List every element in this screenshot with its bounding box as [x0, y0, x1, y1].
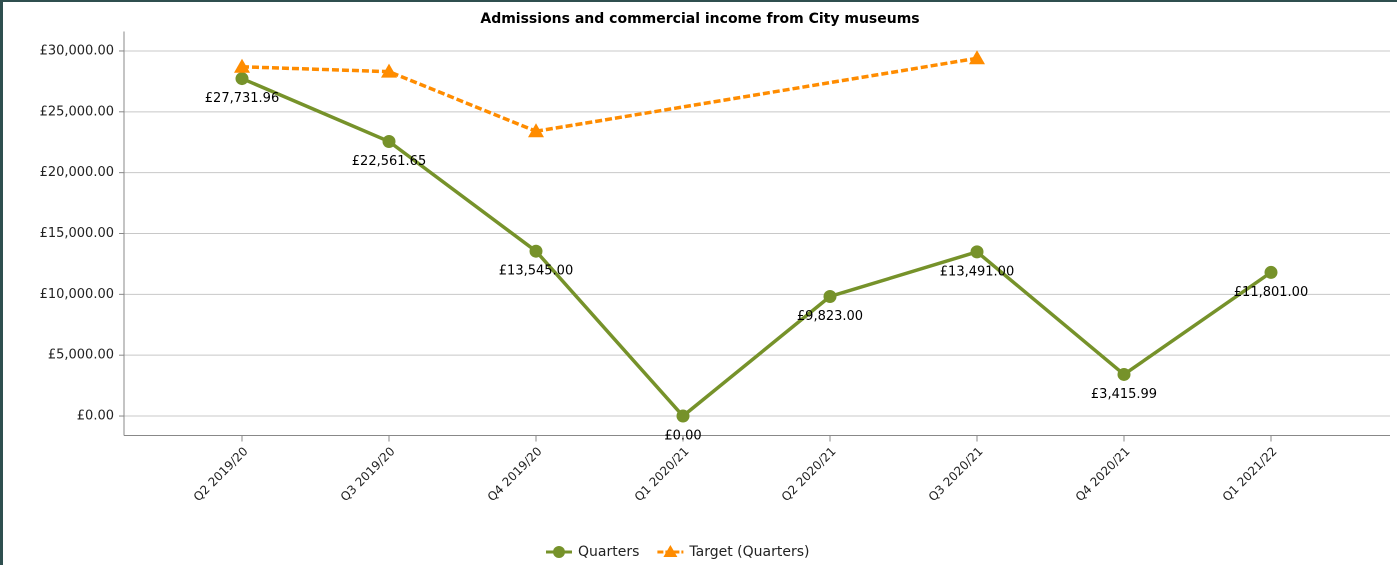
- series-bridge: [535, 56, 978, 134]
- data-label: £11,801.00: [1234, 285, 1308, 300]
- triangle-marker: [528, 123, 544, 138]
- y-tick-label: £10,000.00: [40, 287, 114, 302]
- point-marker: [529, 244, 543, 258]
- y-tick-label: £25,000.00: [40, 104, 114, 119]
- y-tick-label: £5,000.00: [48, 348, 114, 363]
- data-label: £27,731.96: [205, 91, 279, 106]
- frame-edge: [0, 0, 3, 565]
- triangle-marker: [969, 50, 985, 65]
- point-marker: [823, 289, 837, 303]
- y-tick-label: £20,000.00: [40, 165, 114, 180]
- legend-label: Target (Quarters): [688, 544, 809, 560]
- series-line: [241, 76, 1272, 419]
- point-marker: [676, 409, 690, 423]
- legend-marker: [663, 545, 678, 557]
- data-label: £0.00: [664, 429, 701, 444]
- data-label: £13,545.00: [499, 264, 573, 279]
- data-label: £13,491.00: [940, 264, 1014, 279]
- point-marker: [235, 72, 249, 86]
- data-label: £9,823.00: [797, 309, 863, 324]
- triangle-marker: [234, 58, 250, 73]
- point-marker: [1264, 265, 1278, 279]
- triangle-marker: [381, 63, 397, 78]
- data-label: £22,561.65: [352, 154, 426, 169]
- frame-edge: [0, 0, 1397, 2]
- y-tick-label: £30,000.00: [40, 43, 114, 58]
- y-tick-label: £0.00: [77, 409, 114, 424]
- legend-label: Quarters: [578, 544, 639, 560]
- chart-title: Admissions and commercial income from Ci…: [480, 11, 919, 27]
- y-tick-label: £15,000.00: [40, 226, 114, 241]
- legend-marker: [553, 546, 565, 558]
- point-marker: [382, 134, 396, 148]
- point-marker: [970, 245, 984, 259]
- point-marker: [1117, 367, 1131, 381]
- data-label: £3,415.99: [1091, 387, 1157, 402]
